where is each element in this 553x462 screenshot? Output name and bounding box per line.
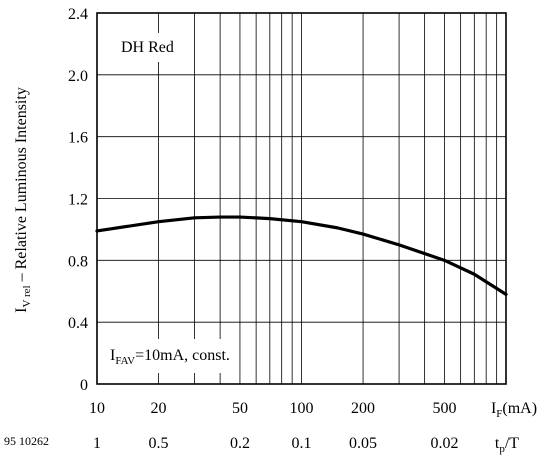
x2-tick-label: 0.5	[149, 435, 169, 452]
series-layer	[95, 215, 508, 296]
y-axis-label-rest: – Relative Luminous Intensity	[13, 87, 30, 285]
x-tick-label: 20	[151, 400, 167, 417]
x2-tick-label: 0.2	[230, 435, 250, 452]
x2-tick-label: 0.1	[292, 435, 312, 452]
x-axis-label: IF(mA)	[491, 400, 537, 420]
y-tick-label: 0.8	[68, 253, 88, 270]
x-tick-label: 100	[290, 400, 314, 417]
x-tick-label: 50	[232, 400, 248, 417]
x2-axis-label-rest: /T	[505, 435, 519, 452]
x2-tick-labels: 1 0.5 0.2 0.1 0.05 0.02	[93, 435, 458, 452]
x2-axis-label: tp/T	[495, 435, 519, 455]
x-tick-label: 500	[432, 400, 456, 417]
y-tick-label: 1.2	[68, 192, 88, 209]
x-tick-labels: 10 20 50 100 200 500	[89, 400, 456, 417]
x2-tick-label: 0.02	[430, 435, 458, 452]
y-tick-label: 2.0	[68, 68, 88, 85]
x2-tick-label: 1	[93, 435, 101, 452]
x-axis-label-main: I	[491, 400, 496, 417]
annotation-ifav-main: I	[110, 347, 115, 364]
y-tick-label: 2.4	[68, 6, 88, 23]
y-tick-labels: 0 0.4 0.8 1.2 1.6 2.0 2.4	[68, 6, 88, 394]
y-axis-label: IV rel – Relative Luminous Intensity	[13, 87, 33, 313]
annotation-ifav-box	[103, 339, 237, 373]
y-axis-label-main: I	[13, 307, 30, 312]
grid-lines	[97, 13, 506, 384]
x-tick-label: 200	[351, 400, 375, 417]
annotation-dh-label: DH Red	[121, 39, 174, 56]
annotation-ifav-label: IFAV=10mA, const.	[110, 347, 230, 367]
x-tick-label: 10	[89, 400, 105, 417]
y-tick-label: 0	[80, 377, 88, 394]
series-line	[95, 215, 508, 296]
y-tick-label: 0.4	[68, 315, 88, 332]
annotation-dh: DH Red	[113, 33, 182, 62]
x2-tick-label: 0.05	[349, 435, 377, 452]
plot-frame	[96, 12, 507, 385]
x2-axis-label-sub: p	[499, 443, 505, 455]
x2-axis-label-main: t	[495, 435, 500, 452]
annotation-ifav-sub: FAV	[115, 355, 135, 367]
annotation-ifav: IFAV=10mA, const.	[103, 339, 237, 373]
x-axis-label-rest: (mA)	[502, 400, 537, 417]
annotation-dh-box	[113, 33, 182, 62]
annotation-ifav-rest: =10mA, const.	[135, 347, 230, 364]
figure-id: 95 10262	[4, 434, 49, 448]
y-tick-label: 1.6	[68, 130, 88, 147]
x-axis-label-sub: F	[496, 408, 502, 420]
y-axis-label-sub: V rel	[21, 285, 33, 307]
